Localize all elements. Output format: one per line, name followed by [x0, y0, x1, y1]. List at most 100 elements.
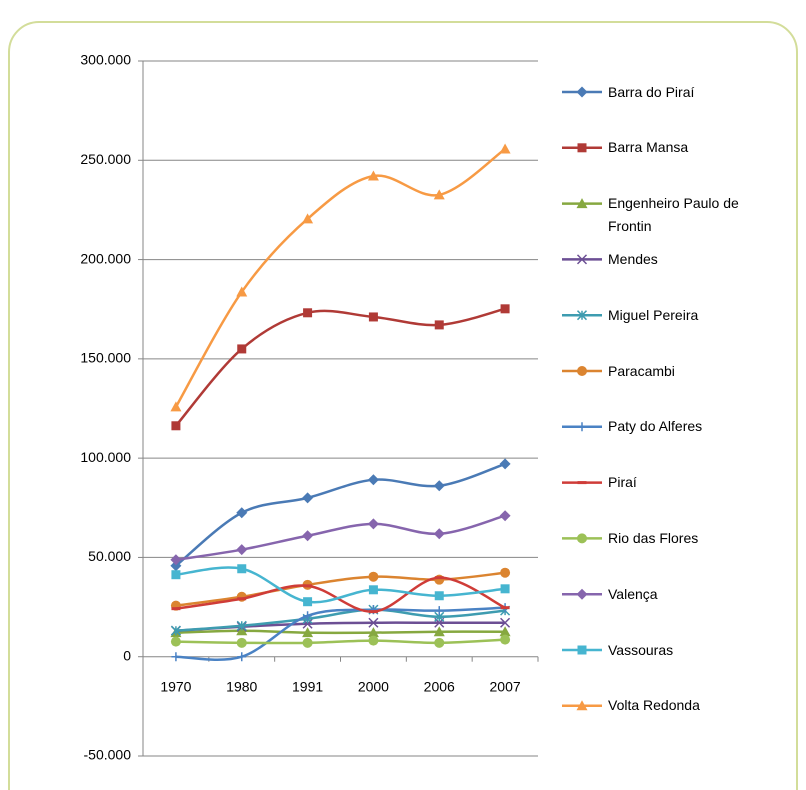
legend-label: Valença	[608, 585, 658, 602]
marker	[499, 510, 511, 522]
marker	[434, 606, 444, 616]
marker	[367, 627, 379, 638]
legend-label: Engenheiro Paulo de Frontin	[608, 195, 739, 235]
marker	[368, 571, 379, 582]
series-line	[175, 638, 506, 645]
legend-label: Mendes	[608, 250, 658, 267]
y-tick-label: 250.000	[80, 151, 131, 167]
marker	[302, 530, 314, 542]
marker	[236, 507, 248, 519]
marker	[236, 544, 248, 556]
marker	[500, 634, 511, 645]
marker	[434, 320, 444, 330]
marker	[368, 617, 379, 628]
marker	[237, 344, 247, 354]
marker	[433, 626, 445, 637]
marker	[367, 518, 379, 530]
y-tick-label: 200.000	[80, 250, 131, 266]
series-line	[175, 629, 506, 635]
legend-label: Barra Mansa	[608, 139, 689, 156]
series-line	[175, 576, 506, 613]
marker	[577, 143, 587, 153]
series-line	[175, 462, 506, 567]
marker	[170, 625, 181, 636]
marker	[171, 421, 181, 431]
marker	[368, 312, 378, 322]
marker	[577, 366, 587, 376]
marker	[303, 597, 313, 607]
marker	[576, 254, 588, 265]
y-tick-label: 300.000	[80, 52, 131, 68]
legend-label: Piraí	[608, 474, 637, 491]
marker	[576, 86, 588, 98]
x-tick-label: 1991	[292, 678, 323, 694]
series-line	[175, 566, 506, 604]
legend-label: Barra do Piraí	[608, 83, 695, 100]
marker	[171, 652, 181, 662]
x-tick-label: 2000	[358, 678, 389, 694]
marker	[236, 637, 247, 648]
y-tick-label: 0	[123, 647, 131, 663]
y-tick-label: 150.000	[80, 350, 131, 366]
x-tick-label: 2006	[424, 678, 455, 694]
marker	[576, 310, 588, 321]
marker	[237, 564, 247, 574]
marker	[236, 620, 247, 631]
marker	[433, 480, 445, 492]
legend-label: Paty do Alferes	[608, 418, 703, 435]
legend-label: Vassouras	[608, 641, 674, 658]
marker	[499, 143, 511, 154]
marker	[171, 570, 181, 580]
series-line	[175, 514, 506, 562]
marker	[576, 198, 588, 209]
series-line	[175, 606, 506, 661]
series-line	[174, 147, 506, 408]
marker	[577, 645, 587, 655]
marker	[434, 637, 445, 648]
frame	[8, 21, 798, 790]
marker	[500, 584, 510, 594]
y-tick-label: 100.000	[80, 449, 131, 465]
legend-label: Volta Redonda	[608, 697, 700, 714]
y-tick-label: -50.000	[84, 747, 132, 763]
x-tick-label: 1970	[160, 678, 191, 694]
marker	[500, 567, 511, 578]
marker	[303, 611, 313, 621]
marker	[500, 304, 510, 314]
marker	[499, 626, 511, 637]
legend-label: Miguel Pereira	[608, 306, 699, 323]
marker	[170, 636, 181, 647]
marker	[433, 189, 445, 200]
marker	[303, 308, 313, 318]
marker	[302, 492, 314, 504]
marker	[367, 474, 379, 486]
x-tick-label: 2007	[490, 678, 521, 694]
marker	[500, 617, 511, 628]
marker	[499, 458, 511, 470]
marker	[170, 554, 182, 566]
marker	[434, 574, 445, 585]
marker	[170, 401, 182, 412]
series-line	[175, 608, 506, 632]
marker	[577, 533, 587, 544]
marker	[302, 637, 313, 648]
marker	[302, 627, 314, 638]
x-tick-label: 1980	[226, 678, 257, 694]
marker	[434, 591, 444, 601]
marker	[433, 528, 445, 540]
marker	[236, 286, 248, 297]
marker	[576, 700, 588, 711]
marker	[368, 585, 378, 595]
y-tick-label: 50.000	[88, 548, 131, 564]
legend-label: Rio das Flores	[608, 529, 699, 546]
marker	[577, 422, 587, 432]
marker	[237, 652, 247, 662]
marker	[170, 560, 182, 572]
marker	[367, 170, 379, 181]
marker	[576, 588, 588, 600]
marker	[368, 635, 379, 646]
marker	[302, 213, 314, 224]
legend-label: Paracambi	[608, 362, 675, 379]
